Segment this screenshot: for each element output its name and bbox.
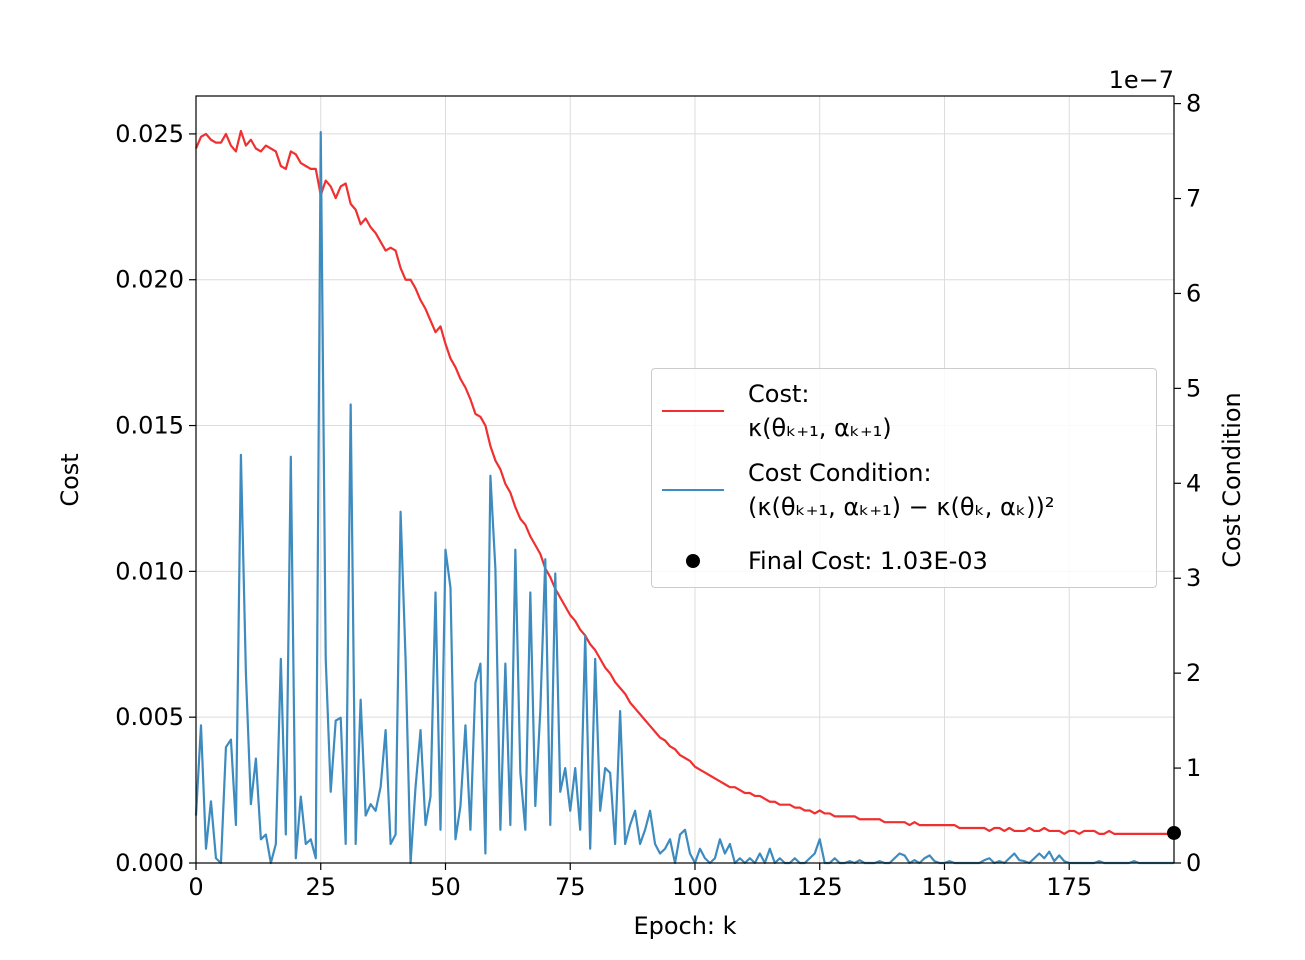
y2-tick-label: 8 bbox=[1186, 90, 1201, 118]
legend-label: Cost: κ(θₖ₊₁, αₖ₊₁) bbox=[748, 380, 892, 442]
x-tick-label: 0 bbox=[188, 873, 203, 901]
x-tick-label: 25 bbox=[305, 873, 336, 901]
x-tick-label: 50 bbox=[430, 873, 461, 901]
x-tick-label: 175 bbox=[1046, 873, 1092, 901]
legend: Cost: κ(θₖ₊₁, αₖ₊₁) Cost Condition: (κ(θₖ… bbox=[651, 368, 1157, 588]
y2-tick-label: 7 bbox=[1186, 185, 1201, 213]
y2-tick-label: 4 bbox=[1186, 469, 1201, 497]
y2-axis-label: Cost Condition bbox=[1218, 392, 1246, 568]
x-tick-label: 100 bbox=[672, 873, 718, 901]
y2-offset-label: 1e−7 bbox=[1109, 66, 1174, 94]
series-line bbox=[194, 129, 1175, 835]
y2-tick-label: 3 bbox=[1186, 564, 1201, 592]
legend-label: Final Cost: 1.03E-03 bbox=[748, 547, 988, 575]
y-axis-label: Cost bbox=[56, 453, 84, 506]
legend-entry: Final Cost: 1.03E-03 bbox=[662, 544, 988, 578]
legend-entry: Cost: κ(θₖ₊₁, αₖ₊₁) bbox=[662, 377, 892, 445]
y2-tick-label: 2 bbox=[1186, 659, 1201, 687]
y-tick-label: 0.020 bbox=[115, 266, 184, 294]
legend-swatch bbox=[662, 489, 724, 491]
y2-tick-label: 1 bbox=[1186, 754, 1201, 782]
y2-tick-label: 0 bbox=[1186, 849, 1201, 877]
legend-label: Cost Condition: (κ(θₖ₊₁, αₖ₊₁) − κ(θₖ, α… bbox=[748, 459, 1055, 521]
y-tick-label: 0.025 bbox=[115, 120, 184, 148]
plot-frame bbox=[195, 95, 1175, 864]
y-tick-label: 0.015 bbox=[115, 412, 184, 440]
y-tick-label: 0.005 bbox=[115, 703, 184, 731]
x-axis-label: Epoch: k bbox=[633, 912, 736, 940]
y2-tick-label: 5 bbox=[1186, 374, 1201, 402]
y-tick-label: 0.000 bbox=[115, 849, 184, 877]
legend-swatch bbox=[662, 410, 724, 412]
x-tick-label: 75 bbox=[555, 873, 586, 901]
x-tick-label: 125 bbox=[797, 873, 843, 901]
legend-dot bbox=[686, 554, 700, 568]
series-line bbox=[194, 130, 1174, 865]
y-tick-label: 0.010 bbox=[115, 557, 184, 585]
y2-tick-label: 6 bbox=[1186, 279, 1201, 307]
legend-entry: Cost Condition: (κ(θₖ₊₁, αₖ₊₁) − κ(θₖ, α… bbox=[662, 456, 1054, 524]
x-tick-label: 150 bbox=[922, 873, 968, 901]
